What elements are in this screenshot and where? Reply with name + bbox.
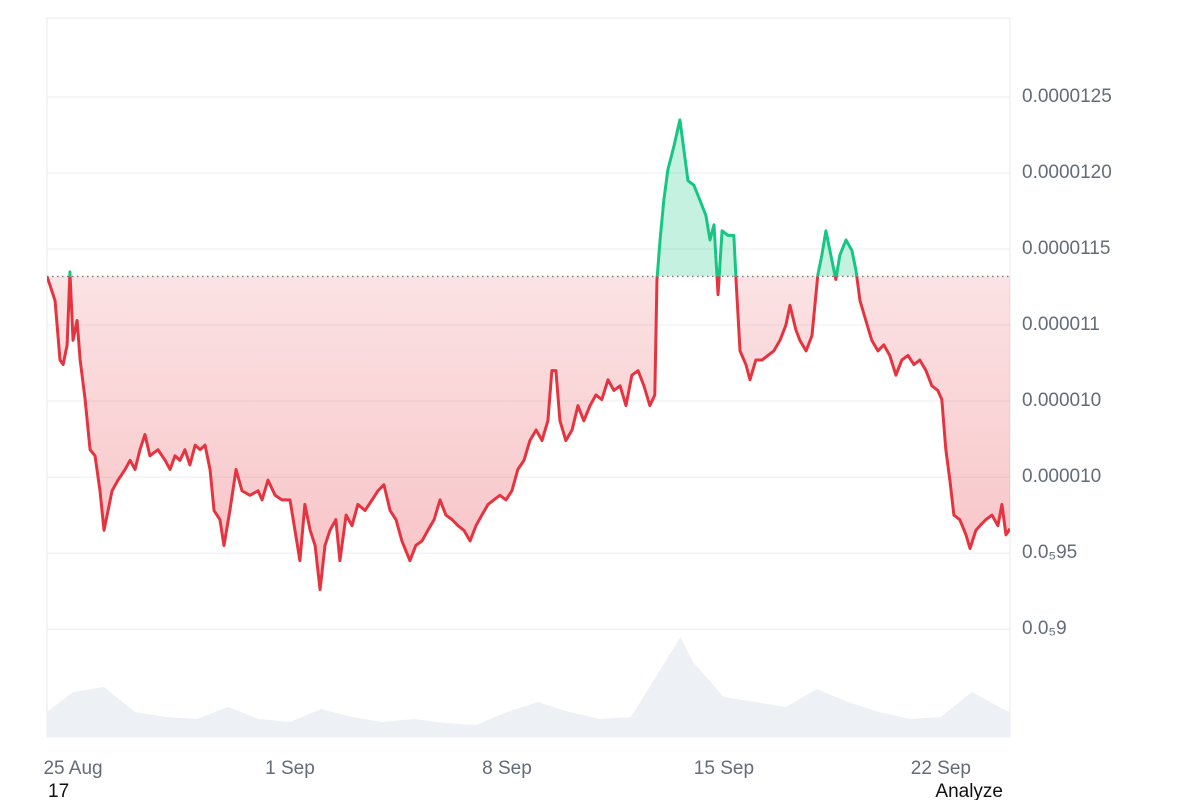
y-tick-label: 0.000010 <box>1022 390 1101 411</box>
footer-right[interactable]: Analyze <box>935 781 1003 800</box>
footer-left: 17 <box>48 781 69 800</box>
x-tick-label: 15 Sep <box>694 758 754 779</box>
y-tick-label: 0.000010 <box>1022 466 1101 487</box>
volume-area <box>47 637 1010 737</box>
y-tick-label: 0.0₅95 <box>1022 542 1077 563</box>
y-tick-label: 0.0₅9 <box>1022 618 1067 639</box>
y-tick-label: 0.0000115 <box>1022 238 1110 259</box>
price-line-above <box>47 118 859 277</box>
price-line-below <box>47 276 1010 592</box>
area-below <box>47 276 1010 590</box>
y-tick-label: 0.0000120 <box>1022 162 1112 183</box>
y-tick-label: 0.0000125 <box>1022 86 1112 107</box>
x-tick-label: 1 Sep <box>265 758 315 779</box>
x-tick-label: 25 Aug <box>43 758 102 779</box>
y-tick-label: 0.000011 <box>1022 314 1100 335</box>
x-tick-label: 8 Sep <box>482 758 532 779</box>
x-tick-label: 22 Sep <box>911 758 971 779</box>
